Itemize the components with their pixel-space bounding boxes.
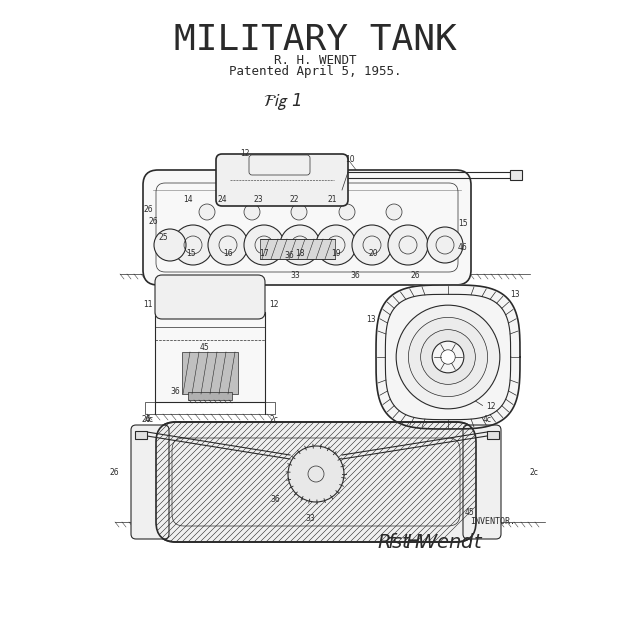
Polygon shape <box>376 285 520 429</box>
Circle shape <box>291 204 307 220</box>
Text: 18: 18 <box>295 249 305 258</box>
Bar <box>510 170 522 180</box>
Text: 26: 26 <box>141 415 151 424</box>
Text: 17: 17 <box>259 249 269 258</box>
Text: 33: 33 <box>290 270 300 280</box>
Text: R. H. WENDT: R. H. WENDT <box>274 54 356 67</box>
Bar <box>260 239 335 259</box>
Text: 15: 15 <box>458 219 468 227</box>
Text: 26: 26 <box>143 205 153 214</box>
Bar <box>188 392 232 400</box>
Bar <box>182 352 238 394</box>
Text: 22: 22 <box>289 195 299 205</box>
Text: 33: 33 <box>305 514 315 523</box>
Text: 11: 11 <box>143 300 152 309</box>
Bar <box>155 312 265 402</box>
Text: 36: 36 <box>350 270 360 280</box>
Circle shape <box>288 446 344 502</box>
FancyBboxPatch shape <box>131 425 169 539</box>
Text: 35: 35 <box>225 387 235 396</box>
Circle shape <box>432 341 464 373</box>
Text: 24: 24 <box>217 195 227 205</box>
Text: INVENTOR.: INVENTOR. <box>470 517 515 525</box>
Circle shape <box>388 225 428 265</box>
Circle shape <box>386 204 402 220</box>
Text: $\mathcal{Fig}$ 3: $\mathcal{Fig}$ 3 <box>407 292 444 311</box>
Text: Patented April 5, 1955.: Patented April 5, 1955. <box>229 66 401 79</box>
Text: 26: 26 <box>148 217 158 227</box>
Circle shape <box>396 305 500 409</box>
FancyBboxPatch shape <box>156 422 476 542</box>
Circle shape <box>421 329 476 384</box>
Text: 36: 36 <box>270 495 280 504</box>
Text: 12: 12 <box>458 328 467 337</box>
Circle shape <box>427 227 463 263</box>
Circle shape <box>244 225 284 265</box>
Text: 21: 21 <box>327 195 337 205</box>
Text: 15: 15 <box>186 249 196 258</box>
Text: 4c: 4c <box>483 415 492 424</box>
Circle shape <box>441 350 455 364</box>
Text: 13: 13 <box>510 290 520 299</box>
Text: 46: 46 <box>457 243 467 251</box>
Text: $\mathcal{Fig}$ 2: $\mathcal{Fig}$ 2 <box>200 292 236 311</box>
Text: 25: 25 <box>158 232 168 241</box>
FancyBboxPatch shape <box>155 275 265 319</box>
Circle shape <box>173 225 213 265</box>
Circle shape <box>280 225 320 265</box>
Text: $\mathcal{Fig}$ 4: $\mathcal{Fig}$ 4 <box>210 418 246 437</box>
Bar <box>145 402 275 414</box>
Text: $\mathit{R\!f\!st\!H\!Wendt}$: $\mathit{R\!f\!st\!H\!Wendt}$ <box>377 532 483 551</box>
FancyBboxPatch shape <box>216 154 348 206</box>
Text: 2c: 2c <box>530 468 539 477</box>
FancyBboxPatch shape <box>463 425 501 539</box>
Circle shape <box>316 225 356 265</box>
Text: 12: 12 <box>240 149 249 159</box>
Text: 26: 26 <box>110 468 120 477</box>
Circle shape <box>339 204 355 220</box>
Text: 23: 23 <box>253 195 263 205</box>
Text: 10: 10 <box>345 156 355 164</box>
Text: 36: 36 <box>284 251 294 260</box>
Text: 17: 17 <box>466 362 476 371</box>
Circle shape <box>208 225 248 265</box>
Circle shape <box>408 318 488 397</box>
Text: 4c: 4c <box>145 415 154 424</box>
Text: 12: 12 <box>486 402 496 411</box>
Text: 19: 19 <box>331 249 341 258</box>
Circle shape <box>352 225 392 265</box>
Text: 16: 16 <box>223 249 233 258</box>
Text: 45: 45 <box>200 343 210 352</box>
Text: 20: 20 <box>368 249 378 258</box>
Bar <box>487 431 499 439</box>
FancyBboxPatch shape <box>143 170 471 285</box>
Text: 2c: 2c <box>269 415 278 424</box>
Text: MILITARY TANK: MILITARY TANK <box>174 23 456 57</box>
Circle shape <box>154 229 186 261</box>
Text: 13: 13 <box>256 281 266 290</box>
Text: 45: 45 <box>465 508 475 517</box>
Bar <box>135 431 147 439</box>
Circle shape <box>199 204 215 220</box>
Text: 14: 14 <box>183 195 193 205</box>
Text: $\mathcal{Fig}$ 1: $\mathcal{Fig}$ 1 <box>263 91 301 113</box>
Text: 26: 26 <box>410 270 420 280</box>
Text: 36: 36 <box>170 387 180 396</box>
Circle shape <box>244 204 260 220</box>
Text: 13: 13 <box>366 315 375 324</box>
Text: 12: 12 <box>269 300 278 309</box>
